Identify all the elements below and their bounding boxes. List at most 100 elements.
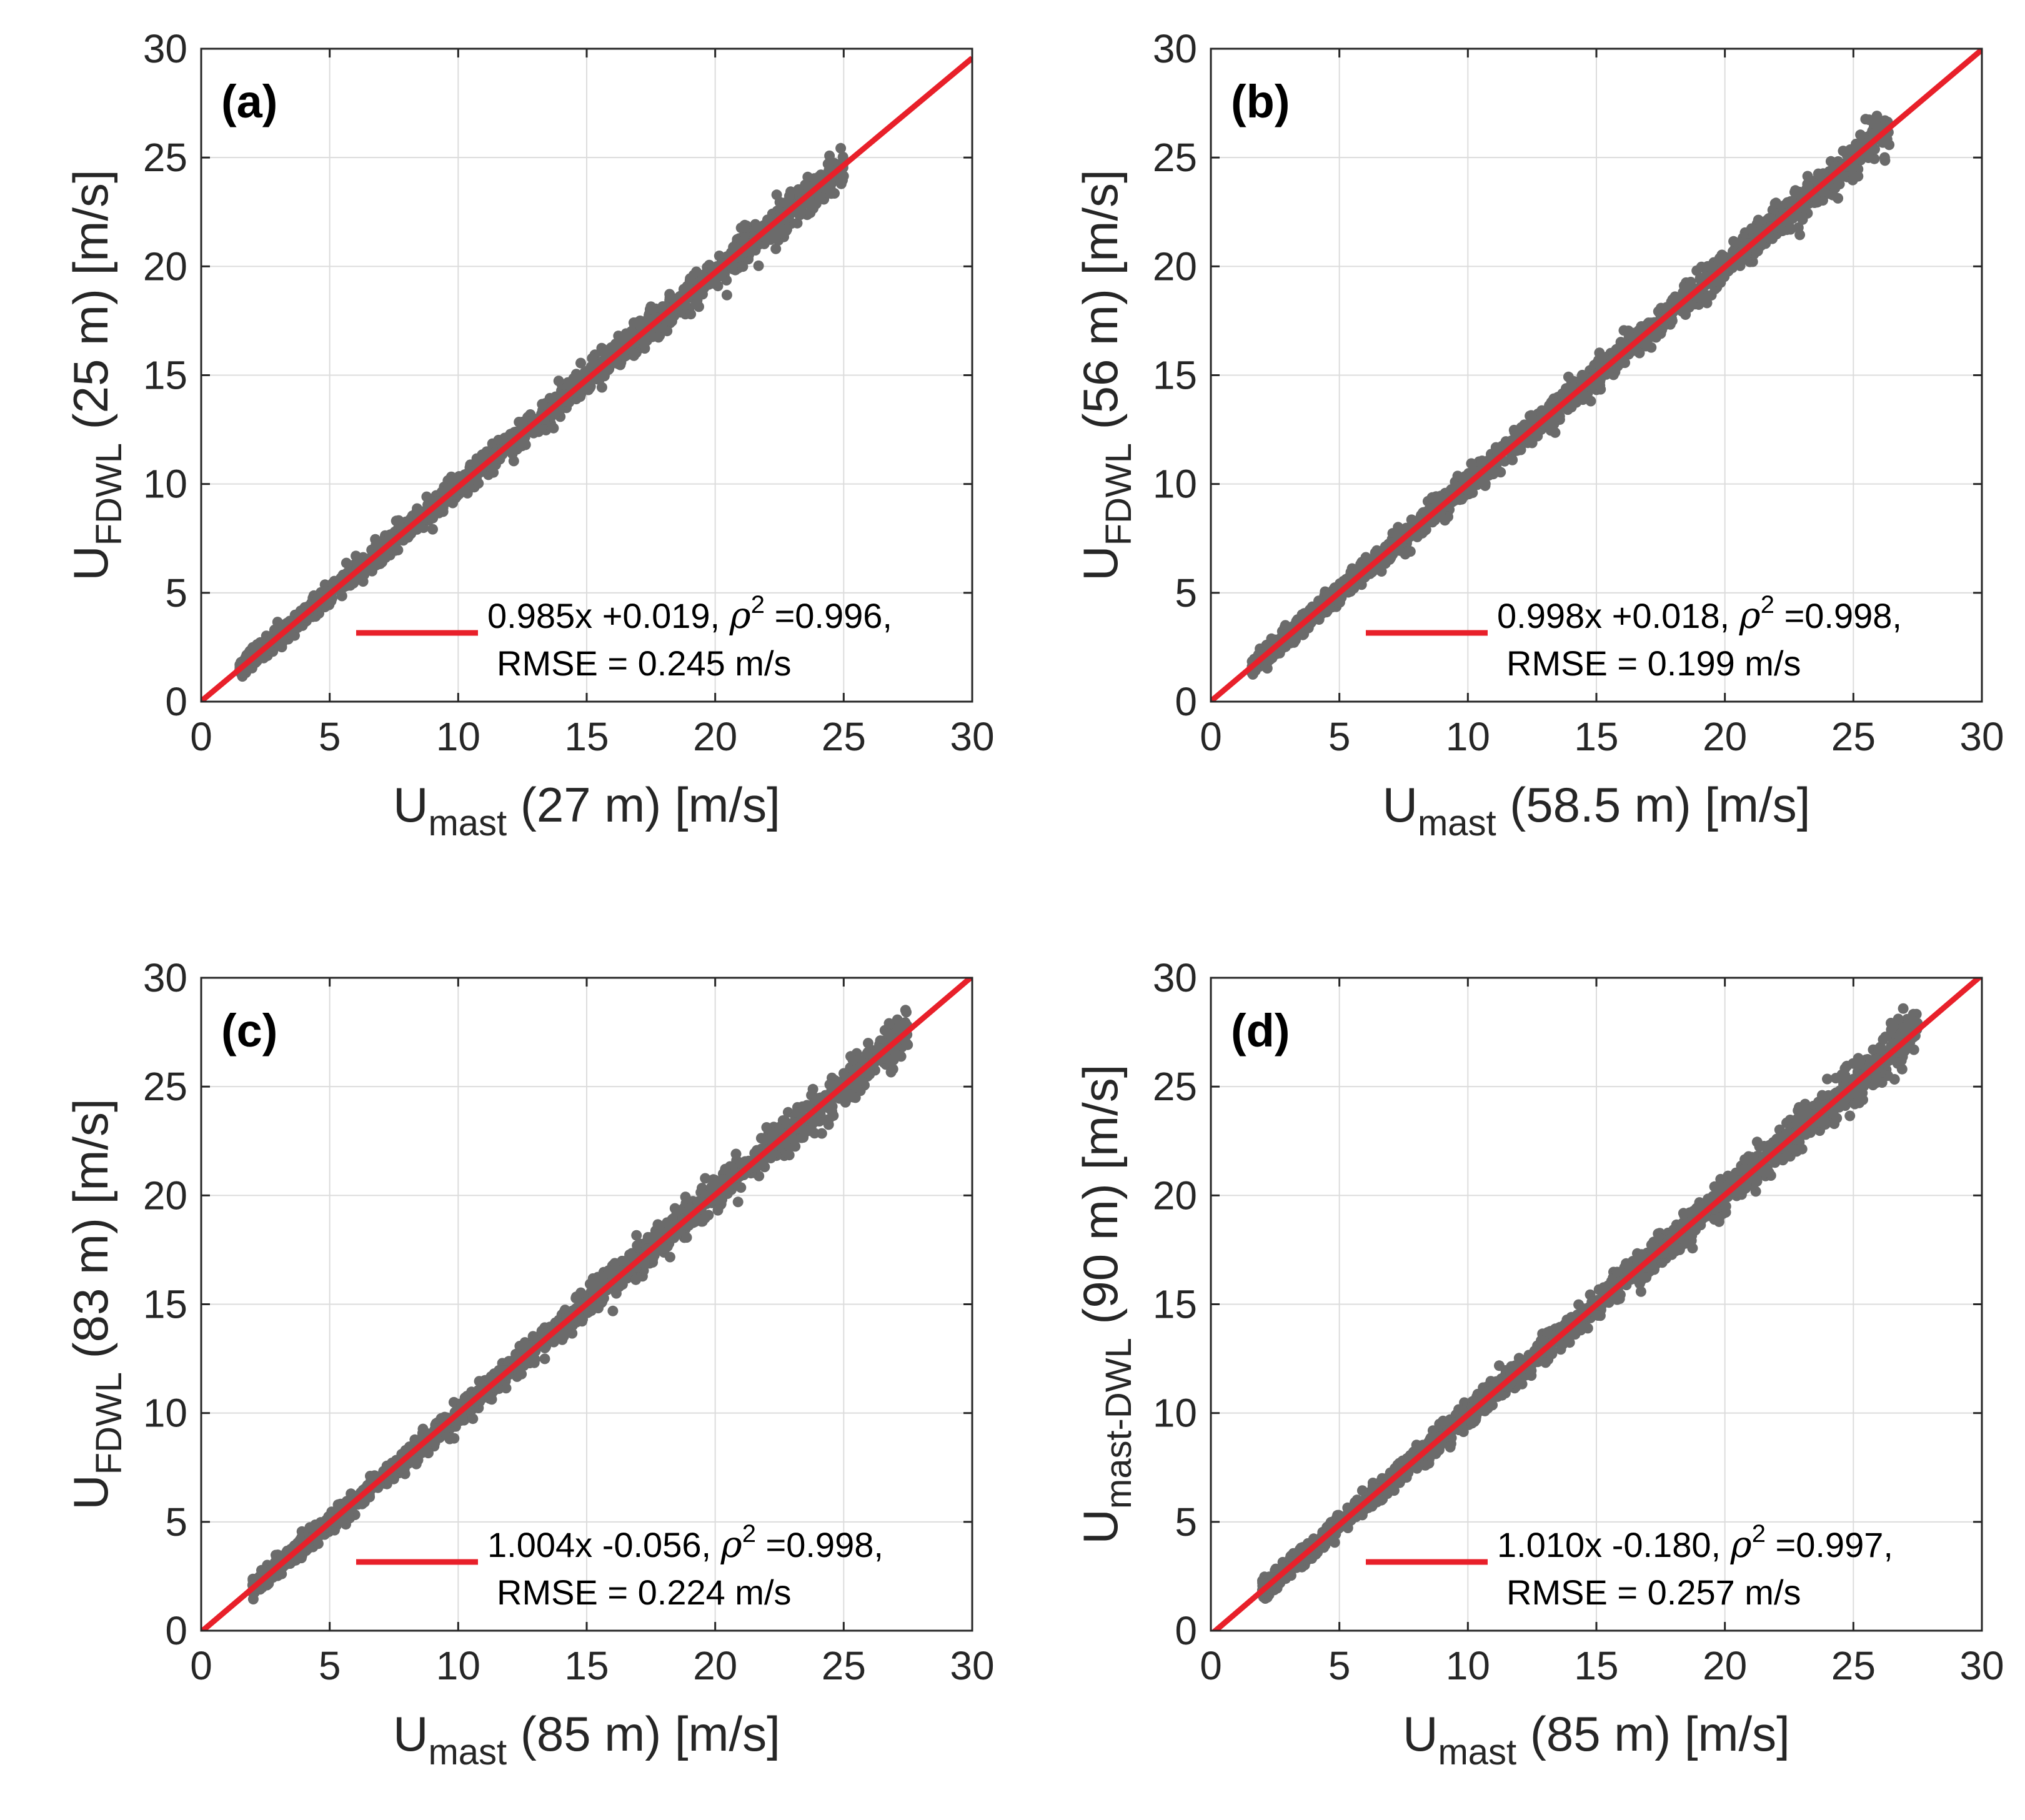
scatter-point	[529, 1354, 540, 1365]
scatter-point	[1797, 214, 1808, 225]
scatter-point	[1769, 198, 1781, 209]
scatter-point	[1406, 514, 1417, 525]
scatter-point	[885, 1067, 897, 1078]
scatter-point	[1661, 302, 1672, 313]
y-tick-label: 15	[1153, 353, 1197, 398]
scatter-point	[1623, 326, 1634, 336]
scatter-point	[1247, 669, 1258, 680]
scatter-point	[618, 334, 629, 345]
x-tick-label: 10	[1446, 714, 1490, 759]
y-tick-label: 30	[1153, 26, 1197, 71]
scatter-point	[771, 189, 782, 201]
scatter-point	[478, 450, 489, 460]
y-tick-label: 10	[1153, 462, 1197, 507]
scatter-point	[255, 637, 266, 648]
y-axis-label: UFDWL (56 m) [m/s]	[1073, 169, 1139, 580]
scatter-point	[1879, 155, 1891, 166]
scatter-point	[537, 399, 548, 410]
x-tick-label: 20	[693, 714, 737, 759]
scatter-point	[539, 1353, 550, 1365]
x-tick-label: 15	[1574, 714, 1618, 759]
x-tick-label: 30	[1959, 714, 2004, 759]
scatter-point	[685, 273, 696, 284]
scatter-point	[681, 1232, 692, 1243]
x-tick-label: 25	[1831, 714, 1876, 759]
scatter-point	[610, 339, 621, 349]
scatter-points	[234, 142, 849, 682]
scatter-point	[779, 197, 790, 209]
y-tick-label: 30	[143, 26, 187, 71]
scatter-point	[1400, 549, 1411, 560]
scatter-point	[1734, 260, 1746, 271]
scatter-point	[759, 238, 770, 249]
panel-label: (a)	[221, 76, 277, 127]
scatter-point	[1393, 522, 1404, 533]
scatter-point	[790, 1141, 801, 1152]
scatter-point	[721, 289, 732, 301]
scatter-point	[1476, 455, 1488, 467]
y-tick-label: 15	[143, 353, 187, 398]
scatter-point	[828, 157, 839, 169]
scatter-point	[312, 1538, 324, 1549]
scatter-point	[1694, 292, 1705, 304]
x-tick-label: 15	[564, 714, 609, 759]
scatter-point	[548, 1336, 559, 1348]
scatter-point	[901, 1007, 912, 1018]
scatter-point	[1814, 169, 1826, 181]
y-axis-label: UFDWL (25 m) [m/s]	[63, 169, 129, 580]
y-tick-label: 5	[1175, 570, 1197, 615]
scatter-point	[1507, 454, 1518, 465]
scatter-point	[1466, 458, 1477, 469]
panel-label: (b)	[1231, 76, 1290, 127]
scatter-point	[341, 557, 352, 569]
x-axis-label: Umast (58.5 m) [m/s]	[1383, 777, 1811, 843]
legend: 0.985x +0.019, ρ2 =0.996,RMSE = 0.245 m/…	[356, 591, 892, 683]
scatter-point	[1608, 369, 1619, 380]
scatter-point	[336, 590, 347, 602]
legend-text-line1: 0.985x +0.019, ρ2 =0.996,	[487, 591, 892, 637]
scatter-point	[653, 332, 664, 343]
scatter-point	[754, 1170, 765, 1181]
scatter-point	[1753, 214, 1764, 226]
scatter-point	[519, 437, 530, 448]
scatter-point	[1833, 192, 1844, 204]
x-tick-label: 0	[1200, 714, 1222, 759]
scatter-point	[732, 1196, 744, 1208]
scatter-point	[1634, 347, 1645, 359]
scatter-point	[728, 242, 739, 252]
x-tick-label: 25	[822, 714, 866, 759]
scatter-point	[1593, 355, 1604, 365]
scatter-point	[1746, 223, 1757, 234]
y-tick-label: 20	[143, 244, 187, 289]
scatter-point	[629, 348, 640, 359]
scatter-point	[703, 1210, 714, 1221]
fit-line	[1211, 49, 1982, 702]
scatter-point	[1526, 410, 1537, 421]
y-tick-label: 0	[165, 679, 187, 724]
scatter-point	[628, 317, 639, 328]
scatter-point	[823, 1119, 834, 1130]
scatter-point	[1706, 261, 1718, 272]
scatter-point	[835, 142, 847, 154]
scatter-point	[690, 299, 702, 310]
y-tick-label: 5	[165, 570, 187, 615]
scatter-point	[798, 1132, 809, 1143]
legend-text-line1: 0.998x +0.018, ρ2 =0.998,	[1497, 591, 1902, 637]
scatter-point	[840, 1096, 851, 1108]
scatter-point	[1639, 338, 1650, 349]
scatter-point	[1585, 395, 1596, 407]
scatter-point	[739, 222, 750, 233]
scatter-point	[863, 1038, 873, 1049]
y-tick-label: 25	[143, 135, 187, 180]
x-tick-label: 20	[1703, 714, 1747, 759]
scatter-point	[1458, 473, 1470, 484]
y-tick-label: 20	[1153, 244, 1197, 289]
scatter-point	[900, 1037, 912, 1048]
scatter-point	[553, 375, 564, 387]
scatter-point	[473, 478, 484, 489]
x-tick-label: 5	[1328, 714, 1351, 759]
scatter-point	[727, 264, 738, 274]
scatter-point	[753, 260, 764, 271]
